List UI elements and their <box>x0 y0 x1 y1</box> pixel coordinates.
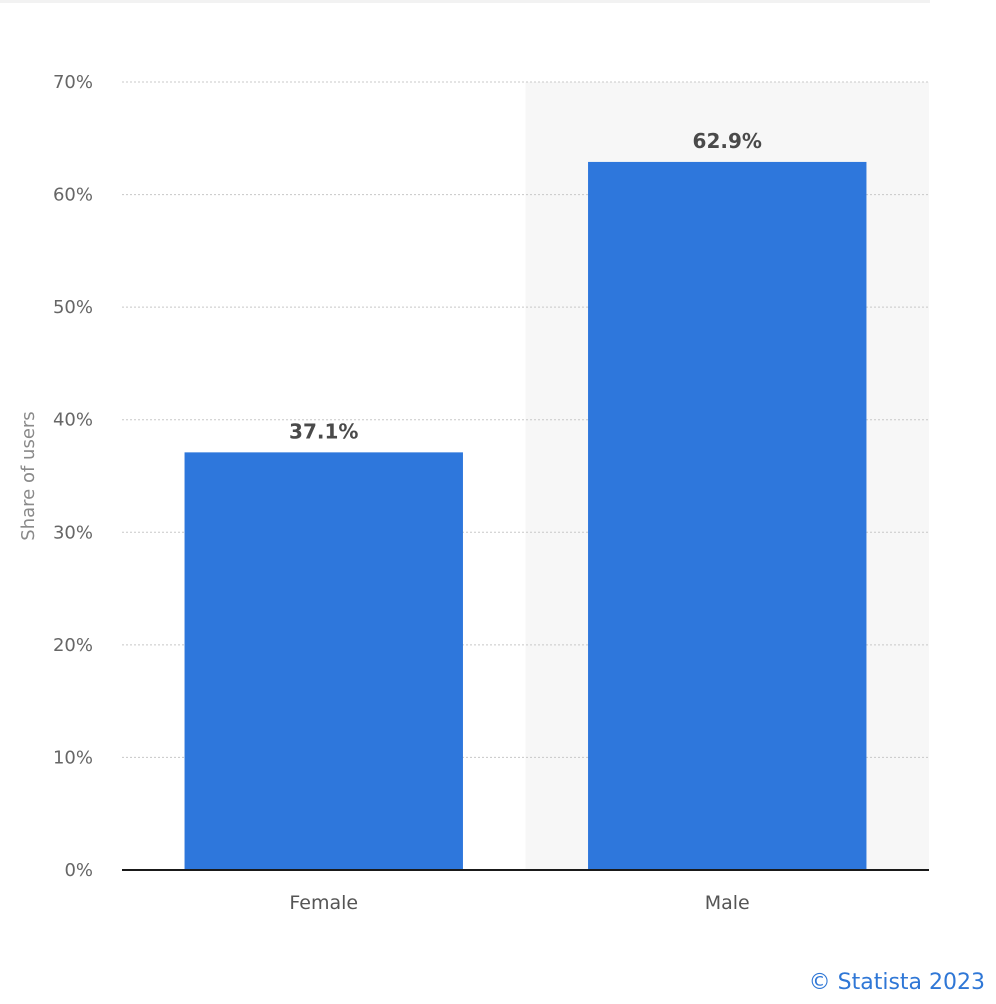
data-label: 62.9% <box>693 129 762 153</box>
data-label: 37.1% <box>289 419 358 443</box>
y-tick-label: 50% <box>53 297 93 318</box>
y-tick-label: 60% <box>53 185 93 206</box>
category-label: Male <box>705 892 750 914</box>
y-tick-label: 30% <box>53 522 93 543</box>
y-tick-label: 70% <box>53 72 93 93</box>
statista-credit[interactable]: © Statista 2023 <box>808 970 985 995</box>
y-axis-ticks: 0% 10% 20% 30% 40% 50% 60% 70% <box>53 72 93 881</box>
y-tick-label: 10% <box>53 747 93 768</box>
y-tick-label: 40% <box>53 410 93 431</box>
bar-male <box>588 161 867 870</box>
category-labels: Female Male <box>289 892 749 914</box>
category-label: Female <box>289 892 358 914</box>
bars <box>184 161 867 870</box>
data-labels: 37.1% 62.9% <box>289 129 762 443</box>
y-axis-title: Share of users <box>18 411 39 540</box>
y-tick-label: 20% <box>53 635 93 656</box>
bar-female <box>184 452 463 870</box>
y-tick-label: 0% <box>64 860 93 881</box>
top-border-strip <box>0 0 930 3</box>
